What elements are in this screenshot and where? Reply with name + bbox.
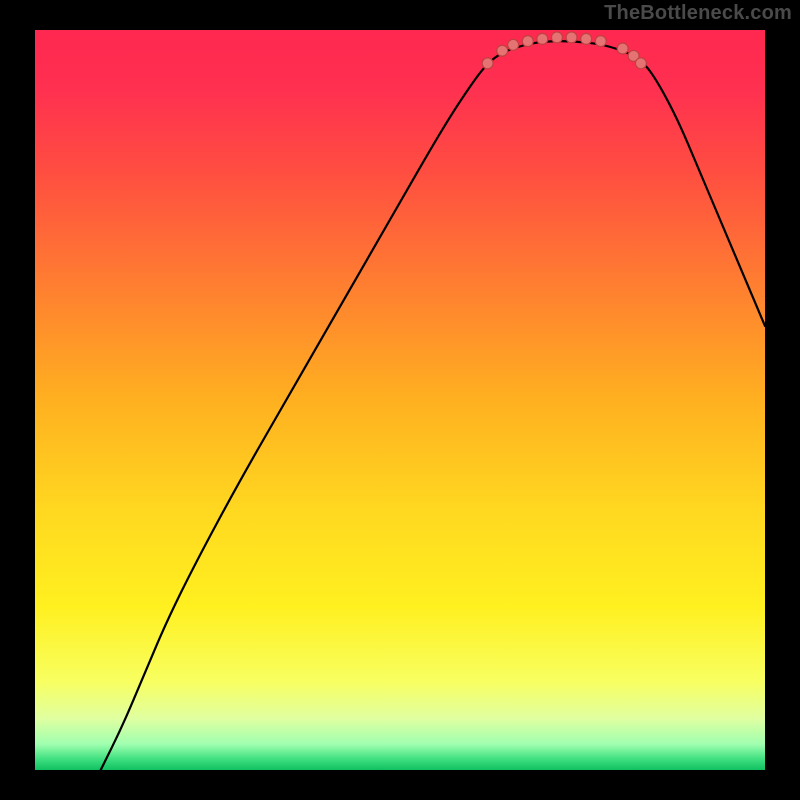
attribution-text: TheBottleneck.com [604,2,792,25]
marker-point [595,36,606,47]
gradient-background [35,30,765,770]
chart-root: TheBottleneck.com [0,0,800,800]
marker-point [537,33,548,44]
marker-point [635,58,646,69]
marker-point [617,43,628,54]
marker-point [566,32,577,43]
marker-point [497,45,508,56]
marker-point [522,36,533,47]
plot-svg [35,30,765,770]
marker-point [551,32,562,43]
marker-point [508,39,519,50]
plot-area [35,30,765,770]
marker-point [482,58,493,69]
marker-point [581,33,592,44]
